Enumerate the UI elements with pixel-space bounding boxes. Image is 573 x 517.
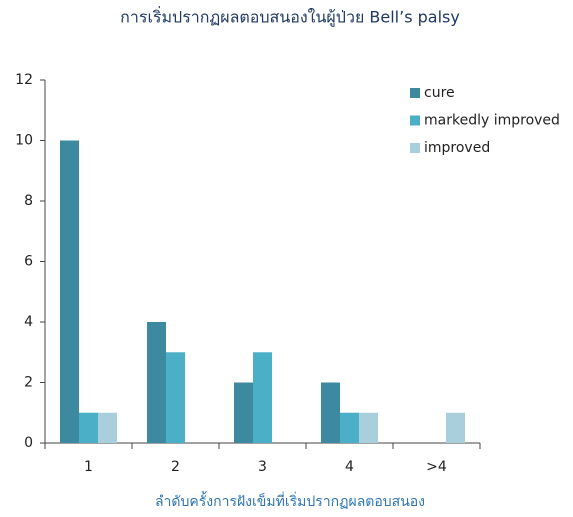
y-tick-label: 10: [15, 133, 33, 149]
bar: [98, 412, 117, 443]
legend-swatch: [410, 143, 420, 153]
y-tick-label: 0: [24, 435, 33, 451]
x-axis-label: ลำดับครั้งการฝังเข็มที่เริ่มปรากฏผลตอบสน…: [155, 491, 425, 510]
y-tick-label: 12: [15, 72, 33, 88]
bar: [147, 322, 166, 443]
bar: [321, 382, 340, 443]
x-tick-label: 1: [84, 459, 93, 475]
y-tick-label: 6: [24, 254, 33, 270]
x-tick-label: >4: [426, 459, 447, 475]
bar: [79, 412, 98, 443]
bar: [234, 382, 253, 443]
bar: [446, 412, 465, 443]
x-tick-label: 3: [258, 459, 267, 475]
y-tick-label: 8: [24, 193, 33, 209]
bar: [359, 412, 378, 443]
bar: [253, 352, 272, 443]
bar: [60, 140, 79, 443]
legend-swatch: [410, 88, 420, 98]
legend-label: markedly improved: [424, 113, 560, 129]
bar: [166, 352, 185, 443]
legend-label: cure: [424, 85, 455, 101]
x-tick-label: 4: [345, 459, 354, 475]
y-tick-label: 4: [24, 314, 33, 330]
chart-title: การเริ่มปรากฏผลตอบสนองในผู้ป่วย Bell’s p…: [120, 6, 460, 28]
x-tick-label: 2: [171, 459, 180, 475]
legend-label: improved: [424, 140, 490, 156]
legend-swatch: [410, 115, 420, 126]
y-tick-label: 2: [24, 375, 33, 391]
bar: [340, 412, 359, 443]
